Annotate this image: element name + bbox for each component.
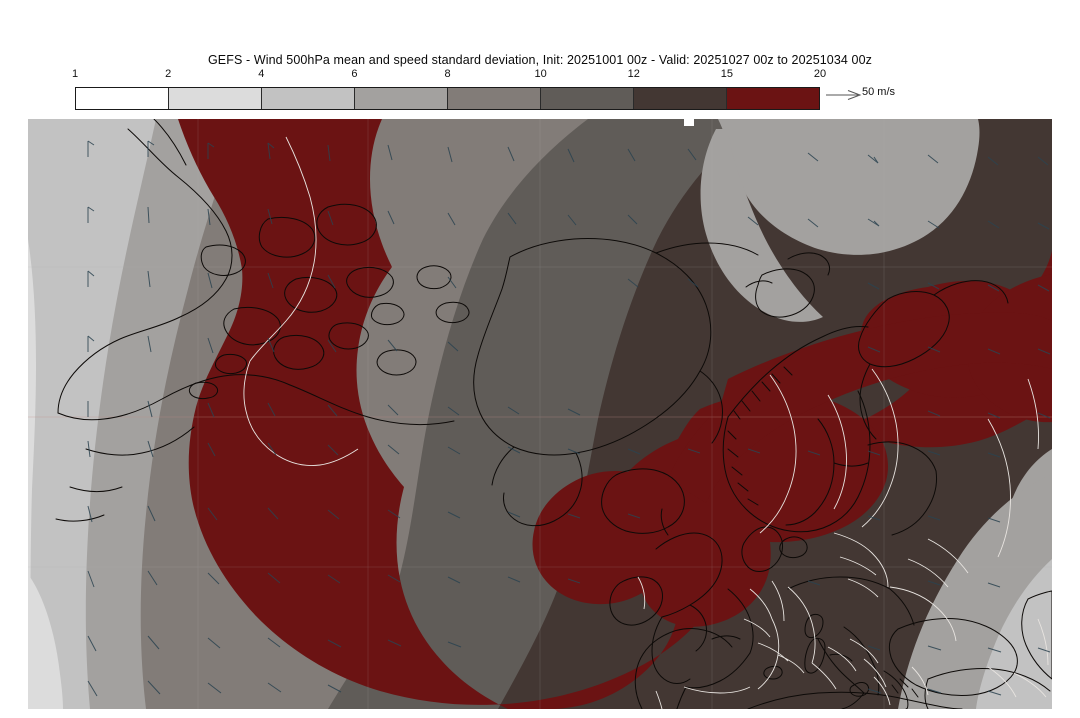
colorbar-tick-labels: 1 2 4 6 8 10 12 15 20 (71, 68, 826, 82)
contour-band-4-6-west (28, 119, 156, 709)
colorbar-tick: 2 (165, 68, 172, 80)
contour-band-12-15 (328, 119, 1052, 709)
wind-barbs (87, 140, 1051, 697)
colorbar-tick: 6 (351, 68, 358, 80)
colorbar-tick: 10 (534, 68, 547, 80)
colorbar-segment (354, 88, 447, 109)
wind-arrow-icon (826, 90, 862, 100)
colorbar-tick: 4 (258, 68, 265, 80)
colorbar-tick: 1 (71, 68, 79, 80)
colorbar-tick: 20 (813, 68, 827, 80)
colorbar-tick: 15 (720, 68, 733, 80)
contour-band-15-20-belt (668, 312, 1052, 503)
weather-map-canvas[interactable]: from grib files provided by NCEP ©2025 s… (28, 119, 1052, 709)
colorbar-gradient (75, 87, 820, 110)
map-svg (28, 119, 1052, 709)
contour-band-2-4-sw (28, 574, 63, 709)
colorbar-segment (633, 88, 726, 109)
country-borders (243, 136, 1049, 709)
page-title: GEFS - Wind 500hPa mean and speed standa… (207, 53, 872, 67)
colorbar-segment (447, 88, 540, 109)
colorbar-segment (540, 88, 633, 109)
colorbar-segment (76, 88, 168, 109)
contour-band-15-20-scandinavia (532, 392, 888, 627)
contour-band-6-8-north (718, 119, 980, 255)
colorbar-tick: 8 (444, 68, 451, 80)
colorbar-segment (726, 88, 819, 109)
colorbar-segment (261, 88, 354, 109)
contour-band-15-20-core (178, 119, 1052, 709)
coastlines (55, 119, 1052, 709)
map-gridlines (28, 119, 1052, 709)
colorbar-segment (168, 88, 261, 109)
wind-vector-legend-label: 50 m/s (862, 86, 896, 98)
colorbar-pointer-notch (684, 112, 694, 126)
colorbar: 1 2 4 6 8 10 12 15 20 (71, 68, 826, 110)
colorbar-tick: 12 (627, 68, 640, 80)
wind-vector-legend: 50 m/s (826, 85, 966, 107)
contour-band-6-8-north-b (700, 129, 823, 322)
